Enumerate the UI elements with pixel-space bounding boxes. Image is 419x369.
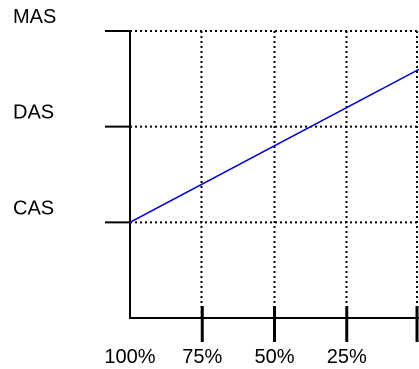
series-layer — [129, 68, 419, 223]
y-tick-label: CAS — [13, 197, 54, 219]
x-tick-label: 25% — [327, 346, 367, 368]
grid-lines — [130, 30, 419, 318]
x-tick-label: 75% — [182, 346, 222, 368]
tick-labels: CAS DAS MAS 100% 75% 50% 25% — [13, 6, 367, 368]
y-tick-label: MAS — [13, 6, 56, 28]
y-tick-label: DAS — [13, 102, 54, 124]
x-tick-label: 50% — [254, 346, 294, 368]
series-line — [129, 68, 419, 223]
x-tick-label: 100% — [104, 346, 155, 368]
axes — [105, 30, 419, 342]
